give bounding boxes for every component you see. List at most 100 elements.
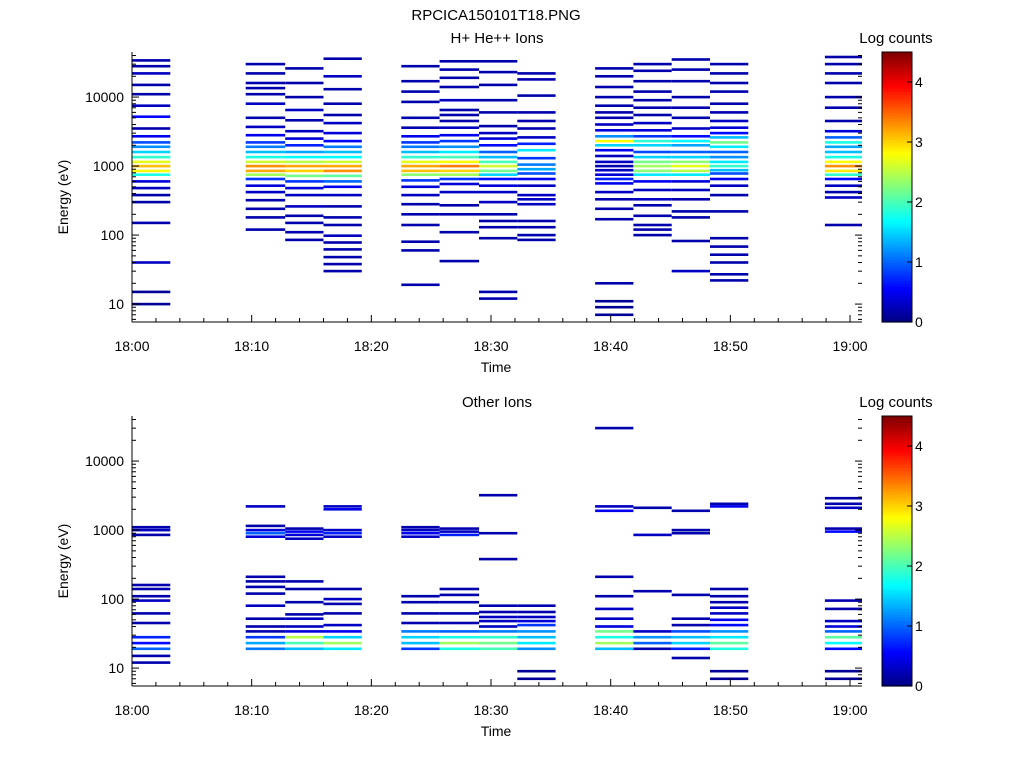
heatmap-cell: [824, 635, 862, 639]
colorbar-step: [882, 641, 912, 645]
colorbar-step: [882, 599, 912, 603]
heatmap-cell: [323, 121, 362, 125]
heatmap-cell: [245, 641, 286, 645]
heatmap-cell: [633, 164, 672, 168]
heatmap-cell: [824, 72, 862, 75]
colorbar-step: [882, 536, 912, 540]
heatmap-cell: [710, 600, 749, 604]
colorbar-step: [882, 52, 912, 56]
heatmap-cell: [710, 90, 749, 93]
heatmap-cell: [285, 533, 324, 537]
heatmap-cell: [824, 169, 862, 173]
heatmap-cell: [439, 150, 480, 154]
colorbar-step: [882, 163, 912, 167]
y-tick-label: 100: [101, 591, 125, 607]
heatmap-cell: [595, 607, 634, 611]
colorbar-step: [882, 650, 912, 654]
heatmap-cell: [824, 527, 862, 530]
heatmap-cell: [439, 160, 480, 164]
heatmap-cell: [824, 190, 862, 194]
y-tick-label: 100: [101, 227, 125, 243]
heatmap-cell: [824, 647, 862, 651]
heatmap-cell: [401, 202, 440, 206]
heatmap-cell: [479, 557, 518, 561]
heatmap-cell: [285, 625, 324, 628]
heatmap-cell: [517, 193, 556, 197]
heatmap-cell: [439, 164, 480, 168]
heatmap-cell: [479, 150, 518, 154]
colorbar-step: [882, 214, 912, 218]
heatmap-cell: [517, 119, 556, 123]
heatmap-cell: [595, 641, 634, 645]
heatmap-cell: [824, 55, 862, 59]
heatmap-cell: [132, 587, 171, 591]
heatmap-cell: [245, 207, 286, 211]
colorbar-step: [882, 506, 912, 510]
figure-title: RPCICA150101T18.PNG: [411, 7, 580, 24]
heatmap-cell: [824, 106, 862, 109]
heatmap-cell: [401, 528, 440, 532]
colorbar-label: Log counts: [859, 394, 932, 411]
heatmap-cell: [401, 193, 440, 197]
colorbar-step: [882, 617, 912, 621]
heatmap-cell: [285, 119, 324, 122]
heatmap-cell: [517, 163, 556, 166]
heatmap-cell: [595, 647, 634, 651]
heatmap-cell: [595, 154, 634, 158]
heatmap-cell: [439, 145, 480, 149]
heatmap-cell: [439, 177, 480, 181]
heatmap-cell: [285, 129, 324, 133]
heatmap-cell: [479, 531, 518, 535]
heatmap-cell: [285, 180, 324, 183]
colorbar-step: [882, 124, 912, 128]
colorbar-step: [882, 521, 912, 525]
colorbar-tick-label: 0: [915, 314, 923, 330]
x-tick-label: 18:10: [234, 702, 269, 718]
heatmap-cell: [824, 502, 862, 506]
heatmap-cell: [479, 137, 518, 140]
heatmap-cell: [710, 102, 749, 105]
heatmap-cell: [323, 169, 362, 173]
heatmap-cell: [401, 630, 440, 633]
colorbar-step: [882, 94, 912, 98]
heatmap-cell: [401, 525, 440, 529]
heatmap-cell: [824, 81, 862, 85]
heatmap-cell: [824, 155, 862, 159]
heatmap-cell: [245, 72, 286, 75]
heatmap-cell: [245, 630, 286, 633]
colorbar-step: [882, 232, 912, 236]
colorbar-step: [882, 563, 912, 567]
heatmap-cell: [671, 150, 710, 154]
heatmap-cell: [710, 81, 749, 85]
heatmap-cell: [323, 505, 362, 508]
x-tick-label: 18:50: [713, 338, 748, 354]
heatmap-cell: [824, 641, 862, 645]
heatmap-cell: [323, 262, 362, 266]
heatmap-cell: [517, 669, 556, 673]
colorbar-step: [882, 97, 912, 101]
heatmap-cell: [633, 160, 672, 164]
heatmap-cell: [633, 106, 672, 109]
heatmap-cell: [595, 617, 634, 620]
colorbar-step: [882, 193, 912, 197]
x-tick-label: 18:20: [354, 702, 389, 718]
heatmap-cell: [323, 248, 362, 251]
heatmap-cell: [439, 139, 480, 143]
heatmap-cell: [323, 647, 362, 651]
heatmap-cell: [671, 135, 710, 138]
heatmap-cell: [633, 79, 672, 83]
heatmap-cell: [517, 78, 556, 81]
colorbar-step: [882, 623, 912, 627]
colorbar-step: [882, 274, 912, 278]
heatmap-cell: [401, 141, 440, 144]
heatmap-cell: [439, 647, 480, 651]
heatmap-cell: [633, 180, 672, 183]
heatmap-cell: [824, 625, 862, 628]
heatmap-cell: [132, 621, 171, 625]
heatmap-cell: [323, 139, 362, 143]
heatmap-cell: [710, 618, 749, 622]
heatmap-cell: [245, 116, 286, 120]
heatmap-cell: [132, 164, 171, 168]
heatmap-cell: [323, 164, 362, 168]
